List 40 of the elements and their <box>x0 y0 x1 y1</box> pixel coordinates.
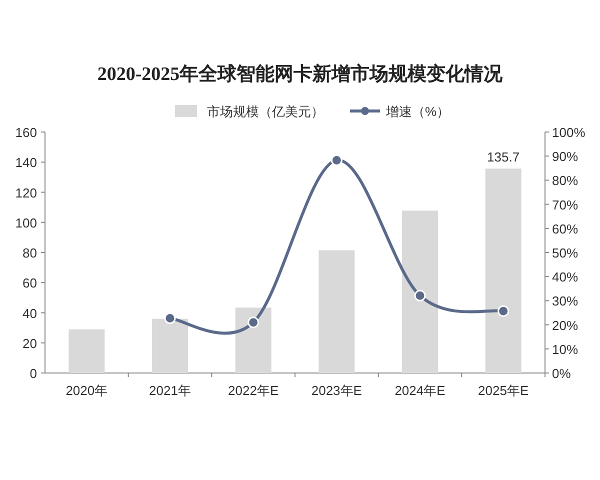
x-tick-label: 2023年E <box>311 383 362 398</box>
y2-tick-label: 0% <box>552 366 572 381</box>
y-tick-label: 40 <box>22 306 37 321</box>
point <box>248 316 260 328</box>
bar <box>402 210 438 373</box>
point <box>164 312 176 324</box>
y-tick-label: 60 <box>22 276 37 291</box>
bar <box>318 250 355 373</box>
y2-tick-label: 90% <box>552 149 578 164</box>
y2-tick-label: 30% <box>552 294 578 309</box>
point <box>498 305 510 317</box>
y2-tick-label: 20% <box>552 318 578 333</box>
bar <box>152 318 188 373</box>
x-tick-label: 2024年E <box>394 383 446 398</box>
y2-tick-label: 60% <box>552 221 578 236</box>
y2-tick-label: 10% <box>552 342 578 357</box>
y-tick-label: 140 <box>15 155 37 170</box>
point <box>414 290 426 302</box>
legend-label: 增速（%） <box>385 104 450 119</box>
y2-tick-label: 80% <box>552 173 578 188</box>
y-tick-label: 0 <box>30 366 37 381</box>
x-tick-label: 2025年E <box>478 383 529 398</box>
y-tick-label: 120 <box>15 185 37 200</box>
bar <box>235 308 272 373</box>
bar <box>485 168 522 373</box>
y-tick-label: 100 <box>15 215 37 230</box>
y-tick-label: 20 <box>22 336 37 351</box>
y-tick-label: 160 <box>15 125 37 140</box>
x-tick-label: 2022年E <box>228 383 279 398</box>
y-tick-label: 80 <box>22 246 37 260</box>
bar <box>68 329 105 373</box>
x-tick-label: 2021年 <box>149 383 191 398</box>
y2-tick-label: 70% <box>552 197 578 212</box>
chart-title: 2020-2025年全球智能网卡新增市场规模变化情况 <box>97 63 504 85</box>
y2-tick-label: 40% <box>552 270 578 285</box>
legend-label: 市场规模（亿美元） <box>207 104 324 119</box>
x-tick-label: 2020年 <box>66 383 108 398</box>
y2-tick-label: 50% <box>552 246 578 260</box>
y2-tick-label: 100% <box>552 125 586 140</box>
data-label: 135.7 <box>487 150 520 165</box>
